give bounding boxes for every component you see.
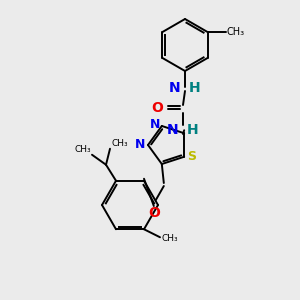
Text: CH₃: CH₃	[74, 145, 91, 154]
Text: S: S	[187, 150, 196, 163]
Text: H: H	[187, 123, 199, 137]
Text: O: O	[151, 101, 163, 115]
Text: O: O	[148, 206, 160, 220]
Text: CH₃: CH₃	[226, 27, 244, 37]
Text: CH₃: CH₃	[162, 234, 178, 243]
Text: CH₃: CH₃	[111, 139, 128, 148]
Text: N: N	[168, 81, 180, 95]
Text: N: N	[149, 118, 160, 131]
Text: N: N	[167, 123, 178, 137]
Text: H: H	[189, 81, 201, 95]
Text: N: N	[135, 139, 145, 152]
